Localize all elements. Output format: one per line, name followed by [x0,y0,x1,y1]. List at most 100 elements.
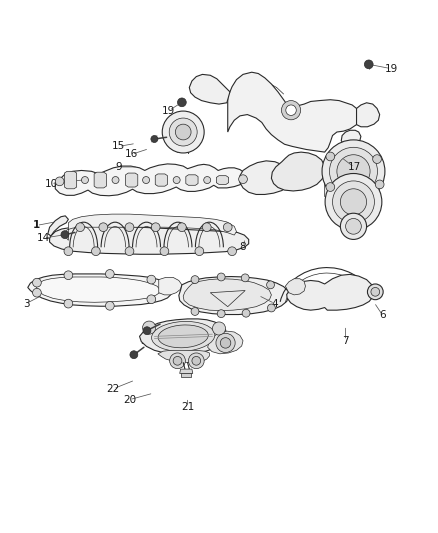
Polygon shape [208,331,243,354]
Text: 21: 21 [181,402,194,412]
Text: 17: 17 [348,163,361,172]
Circle shape [267,281,275,289]
Circle shape [346,219,361,234]
Polygon shape [55,164,246,196]
Polygon shape [159,277,182,295]
Circle shape [367,284,383,300]
Text: 19: 19 [162,106,175,116]
Circle shape [64,299,73,308]
Circle shape [337,155,370,188]
Circle shape [130,351,138,359]
Polygon shape [189,75,230,104]
Polygon shape [126,173,138,187]
Text: 7: 7 [343,336,349,346]
Circle shape [147,275,155,284]
Circle shape [151,135,158,142]
Circle shape [143,176,150,183]
Polygon shape [28,274,172,306]
Circle shape [204,176,211,183]
Circle shape [64,271,73,280]
Text: 9: 9 [115,162,122,172]
Polygon shape [155,174,167,186]
Text: 14: 14 [37,233,50,243]
Polygon shape [179,277,289,314]
Circle shape [177,98,186,107]
Circle shape [228,247,237,256]
Circle shape [64,247,73,256]
Polygon shape [36,277,160,302]
Circle shape [268,304,276,312]
Polygon shape [287,274,374,310]
Circle shape [329,147,378,195]
Circle shape [125,223,134,231]
Circle shape [191,308,199,316]
Circle shape [81,176,88,183]
Polygon shape [272,152,325,191]
Circle shape [373,155,381,164]
Polygon shape [180,369,193,374]
Circle shape [173,357,182,365]
Polygon shape [181,374,191,377]
Polygon shape [186,175,198,185]
Circle shape [76,223,85,231]
Polygon shape [341,130,361,147]
Circle shape [217,310,225,318]
Circle shape [364,60,373,69]
Circle shape [106,270,114,278]
Circle shape [326,152,335,161]
Circle shape [242,309,250,317]
Circle shape [202,223,211,231]
Circle shape [151,223,160,231]
Polygon shape [286,279,305,295]
Circle shape [220,338,231,348]
Circle shape [173,176,180,183]
Circle shape [106,302,114,310]
Text: 4: 4 [272,298,278,309]
Circle shape [32,278,41,287]
Text: 3: 3 [23,298,29,309]
Circle shape [223,223,232,231]
Circle shape [188,353,204,369]
Circle shape [169,118,197,146]
Circle shape [160,247,169,256]
Circle shape [241,274,249,282]
Circle shape [239,175,247,183]
Polygon shape [49,227,249,254]
Circle shape [286,105,296,116]
Circle shape [216,333,235,352]
Polygon shape [183,279,272,311]
Circle shape [325,174,382,230]
Polygon shape [94,172,106,188]
Circle shape [340,189,367,215]
Text: 12: 12 [175,131,188,141]
Circle shape [326,183,335,191]
Text: 22: 22 [107,384,120,394]
Circle shape [282,101,300,120]
Polygon shape [228,72,359,152]
Circle shape [195,247,204,256]
Circle shape [162,111,204,153]
Text: 16: 16 [125,149,138,159]
Polygon shape [65,214,237,240]
Circle shape [371,287,380,296]
Circle shape [192,357,201,365]
Circle shape [177,223,186,231]
Text: 15: 15 [112,141,125,151]
Polygon shape [216,176,229,184]
Polygon shape [158,350,209,362]
Polygon shape [240,161,291,195]
Text: 6: 6 [379,310,386,320]
Circle shape [322,140,385,203]
Circle shape [55,177,64,185]
Circle shape [212,322,226,335]
Circle shape [32,288,41,297]
Polygon shape [64,171,77,189]
Ellipse shape [158,325,208,348]
Circle shape [217,273,225,281]
Text: 5: 5 [141,336,147,346]
Circle shape [375,180,384,189]
Circle shape [332,181,374,223]
Circle shape [143,327,151,335]
Circle shape [175,124,191,140]
Circle shape [143,321,155,334]
